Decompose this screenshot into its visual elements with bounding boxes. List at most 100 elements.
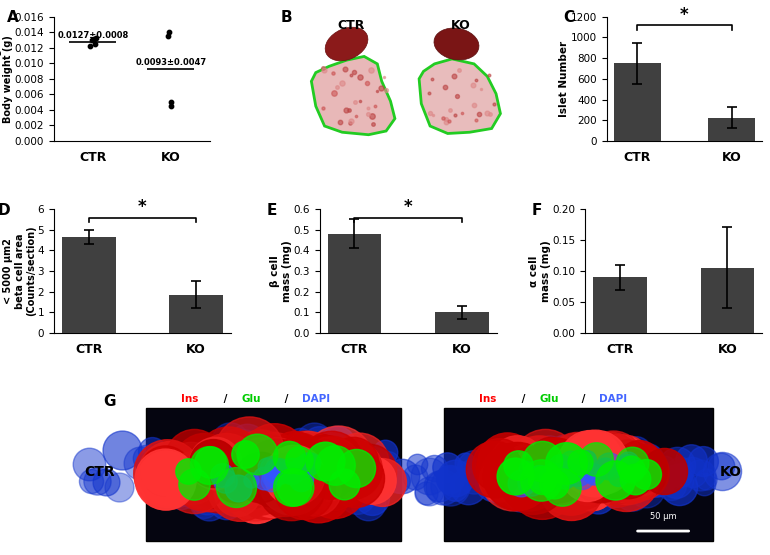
Point (219, 477, 231, 486)
Point (175, 491, 187, 500)
Point (536, 452, 548, 461)
Point (511, 472, 524, 481)
Point (253, 464, 265, 473)
Point (265, 487, 277, 496)
Point (630, 447, 642, 456)
Point (686, 467, 698, 476)
Text: KO: KO (719, 466, 742, 480)
Point (223, 460, 235, 468)
Point (621, 465, 634, 474)
Point (294, 475, 306, 483)
Point (91, 477, 103, 486)
Point (229, 460, 242, 468)
Point (598, 448, 611, 457)
Point (353, 458, 366, 467)
Point (582, 457, 594, 466)
Point (599, 464, 611, 473)
Ellipse shape (325, 27, 368, 61)
Point (325, 462, 337, 471)
Point (316, 466, 329, 475)
Point (303, 474, 315, 483)
Point (219, 453, 231, 462)
Point (248, 484, 260, 493)
Point (514, 478, 527, 487)
Point (500, 465, 512, 474)
Point (216, 472, 228, 481)
Point (628, 474, 641, 483)
Point (598, 473, 611, 482)
Point (382, 458, 394, 467)
Point (554, 478, 566, 487)
Point (283, 453, 295, 462)
Point (189, 484, 202, 493)
Point (581, 456, 594, 465)
Point (584, 481, 597, 490)
Point (299, 462, 311, 471)
Point (579, 461, 591, 470)
Point (89, 39, 101, 48)
Point (635, 473, 648, 482)
Point (238, 437, 250, 446)
Point (249, 488, 262, 497)
Point (298, 484, 310, 493)
Point (295, 449, 307, 458)
Point (323, 465, 336, 474)
Point (700, 475, 712, 483)
Point (325, 459, 337, 468)
Point (356, 483, 368, 492)
Point (587, 484, 599, 493)
Point (594, 465, 606, 474)
Point (99, 477, 112, 486)
Point (574, 458, 586, 467)
Point (376, 477, 388, 486)
Point (603, 461, 615, 470)
Point (633, 468, 645, 477)
Point (644, 476, 656, 485)
Point (581, 470, 593, 479)
Point (265, 462, 277, 471)
Point (396, 472, 408, 481)
Point (574, 468, 586, 477)
Bar (708, 118, 755, 141)
Point (188, 453, 200, 462)
Point (222, 455, 234, 464)
Point (243, 447, 255, 456)
Point (437, 482, 449, 491)
Point (533, 464, 545, 473)
Point (538, 457, 551, 466)
Point (715, 462, 727, 471)
Point (306, 472, 319, 481)
Point (229, 479, 241, 488)
Point (289, 482, 301, 491)
Point (349, 474, 361, 483)
Point (640, 470, 652, 479)
Point (674, 471, 686, 480)
Point (146, 447, 159, 456)
Point (588, 470, 600, 478)
Point (328, 445, 340, 453)
Point (180, 467, 192, 476)
Point (511, 461, 524, 470)
Point (533, 472, 545, 481)
FancyBboxPatch shape (444, 408, 713, 541)
Point (391, 477, 403, 486)
Point (276, 479, 289, 488)
Point (581, 480, 594, 488)
Point (527, 475, 539, 484)
Point (195, 481, 207, 490)
Point (280, 470, 292, 479)
Point (511, 458, 524, 467)
Point (581, 482, 593, 491)
Point (216, 472, 229, 481)
Point (288, 471, 300, 480)
Point (147, 463, 159, 472)
Point (634, 467, 647, 476)
Point (642, 454, 654, 463)
Point (529, 477, 541, 486)
Point (571, 458, 583, 467)
Point (266, 481, 279, 490)
Point (313, 438, 325, 447)
Polygon shape (419, 59, 501, 134)
Point (260, 472, 273, 481)
Point (293, 456, 306, 465)
